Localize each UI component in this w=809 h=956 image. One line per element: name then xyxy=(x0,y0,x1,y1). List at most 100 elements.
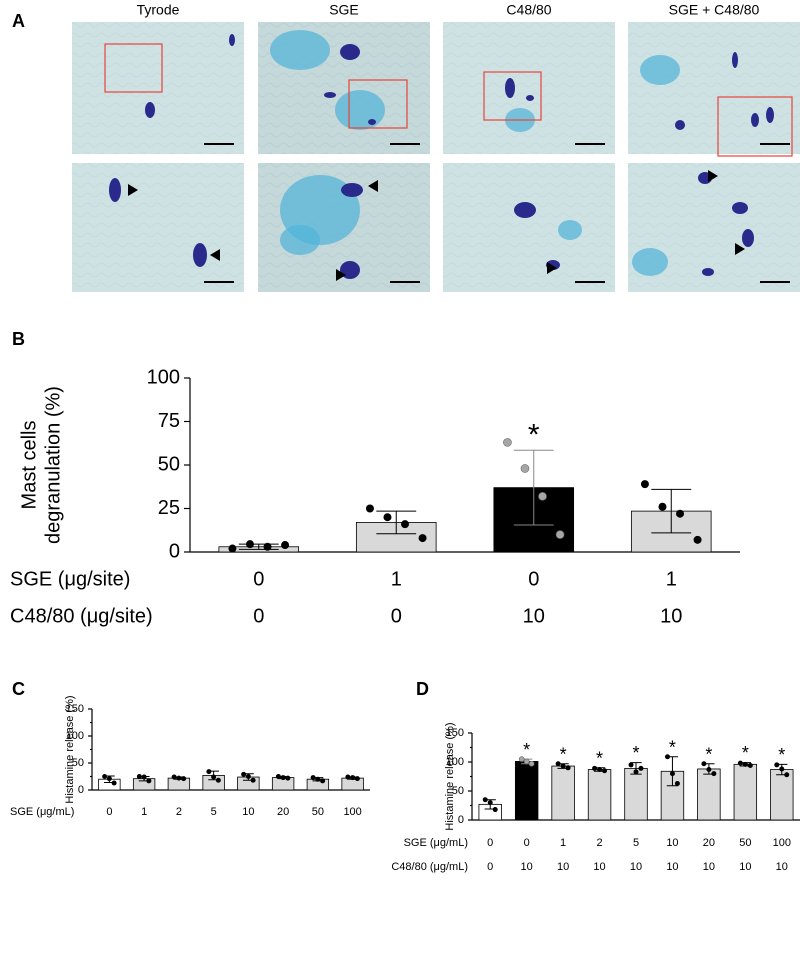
y-tick-label: 0 xyxy=(78,784,84,796)
texture xyxy=(628,22,800,154)
arrowhead xyxy=(210,249,220,261)
data-point xyxy=(285,775,291,781)
significance: * xyxy=(669,737,676,757)
y-tick-label: 50 xyxy=(158,453,180,475)
data-point xyxy=(245,774,251,779)
column-title: SGE + C48/80 xyxy=(669,2,760,18)
condition-value: 0 xyxy=(253,568,264,590)
data-point xyxy=(742,761,748,767)
data-point xyxy=(555,761,561,767)
data-point xyxy=(538,492,547,501)
condition-value: 10 xyxy=(557,861,569,873)
data-point xyxy=(518,756,525,762)
texture xyxy=(443,22,615,154)
data-point xyxy=(784,772,790,778)
y-tick-label: 100 xyxy=(66,730,84,742)
data-point xyxy=(669,771,675,777)
data-point xyxy=(241,771,247,777)
data-point xyxy=(482,797,488,803)
mast-cell xyxy=(145,102,155,118)
significance: * xyxy=(705,744,712,764)
data-point xyxy=(487,800,493,806)
data-point xyxy=(345,774,351,780)
mast-cell xyxy=(732,52,738,68)
arrowhead xyxy=(708,170,718,182)
data-point xyxy=(401,520,410,529)
tissue xyxy=(270,30,330,70)
arrowhead xyxy=(368,180,378,192)
data-point xyxy=(350,775,356,781)
mast-cell xyxy=(229,34,235,46)
condition-value: 2 xyxy=(176,806,182,818)
y-tick-label: 25 xyxy=(158,497,180,519)
condition-label: SGE (μg/mL) xyxy=(10,806,74,818)
mast-cell xyxy=(324,92,336,98)
column-title: SGE xyxy=(329,2,359,18)
y-tick-label: 0 xyxy=(169,540,180,562)
condition-value: 1 xyxy=(141,806,147,818)
y-tick-label: 100 xyxy=(147,366,180,388)
mast-cell xyxy=(526,95,534,101)
y-tick-label: 100 xyxy=(446,756,464,768)
data-point xyxy=(628,762,634,768)
condition-label: SGE (μg/site) xyxy=(10,568,130,590)
condition-value: 20 xyxy=(703,837,715,849)
data-point xyxy=(633,769,639,775)
data-point xyxy=(176,775,182,781)
data-point xyxy=(503,438,512,447)
arrowhead xyxy=(735,243,745,255)
condition-value: 0 xyxy=(487,837,493,849)
data-point xyxy=(141,774,147,780)
column-title: Tyrode xyxy=(137,2,180,18)
data-point xyxy=(206,769,212,775)
mast-cell xyxy=(766,107,774,123)
error-bar xyxy=(376,510,417,535)
inset-box xyxy=(717,96,793,157)
data-point xyxy=(275,774,281,779)
data-point xyxy=(602,768,608,774)
data-point xyxy=(320,778,326,784)
mast-cell xyxy=(341,183,363,197)
tissue xyxy=(280,225,320,255)
condition-value: 2 xyxy=(596,837,602,849)
mast-cell xyxy=(514,202,536,218)
condition-value: 50 xyxy=(312,806,324,818)
data-point xyxy=(146,778,152,784)
data-point xyxy=(737,760,743,766)
mast-cell xyxy=(742,229,754,247)
mast-cell xyxy=(340,44,360,60)
tissue xyxy=(632,248,668,276)
condition-value: 10 xyxy=(521,861,533,873)
data-point xyxy=(365,504,374,513)
texture xyxy=(443,163,615,292)
data-point xyxy=(565,765,571,771)
data-point xyxy=(263,542,272,551)
data-point xyxy=(592,765,598,771)
significance: * xyxy=(560,744,567,764)
data-point xyxy=(747,762,753,768)
data-point xyxy=(701,761,707,767)
data-point xyxy=(280,775,286,781)
condition-value: 10 xyxy=(776,861,788,873)
condition-label: C48/80 (μg/site) xyxy=(10,605,153,627)
condition-value: 10 xyxy=(739,861,751,873)
tissue xyxy=(558,220,582,240)
condition-label: C48/80 (μg/mL) xyxy=(391,861,468,873)
data-point xyxy=(638,765,644,771)
inset-box xyxy=(348,79,408,129)
bar xyxy=(770,769,794,821)
data-point xyxy=(676,509,685,518)
y-tick-label: 50 xyxy=(452,785,464,797)
mast-cell xyxy=(368,119,376,125)
condition-value: 50 xyxy=(739,837,751,849)
data-point xyxy=(640,480,649,489)
condition-value: 0 xyxy=(528,568,539,590)
mast-cell xyxy=(702,268,714,276)
data-point xyxy=(228,544,237,553)
data-point xyxy=(171,774,177,780)
condition-value: 10 xyxy=(660,605,682,627)
condition-value: 10 xyxy=(703,861,715,873)
condition-value: 0 xyxy=(391,605,402,627)
condition-value: 10 xyxy=(593,861,605,873)
error-bar xyxy=(238,543,279,550)
